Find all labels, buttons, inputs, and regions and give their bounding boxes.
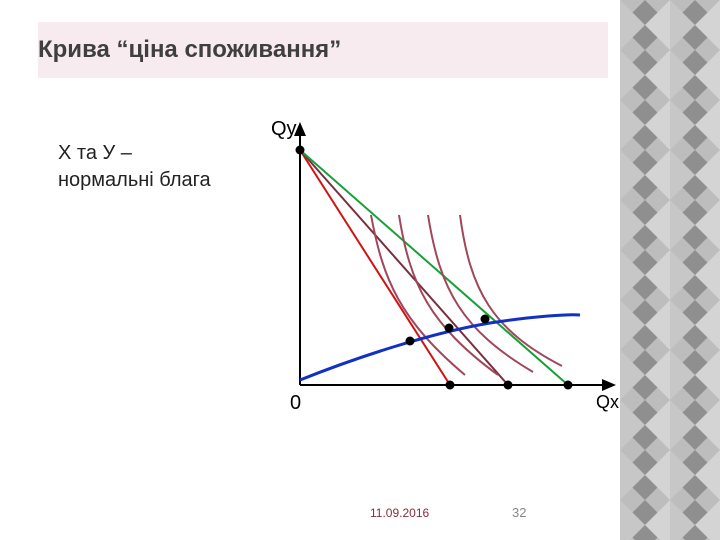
title-bar: Крива “ціна споживання” [38, 22, 608, 78]
axis-x-label: Qx [596, 392, 619, 413]
side-pattern [620, 0, 720, 540]
footer-date: 11.09.2016 [370, 506, 429, 520]
subtitle-line1: Х та У – [58, 140, 211, 167]
subtitle: Х та У – нормальні блага [58, 140, 211, 194]
axis-y-label: Qy [271, 118, 297, 141]
origin-label: 0 [290, 392, 301, 415]
price-consumption-chart [260, 120, 620, 420]
subtitle-line2: нормальні блага [58, 167, 211, 194]
slide-title: Крива “ціна споживання” [38, 36, 341, 64]
footer-page-number: 32 [512, 505, 526, 520]
